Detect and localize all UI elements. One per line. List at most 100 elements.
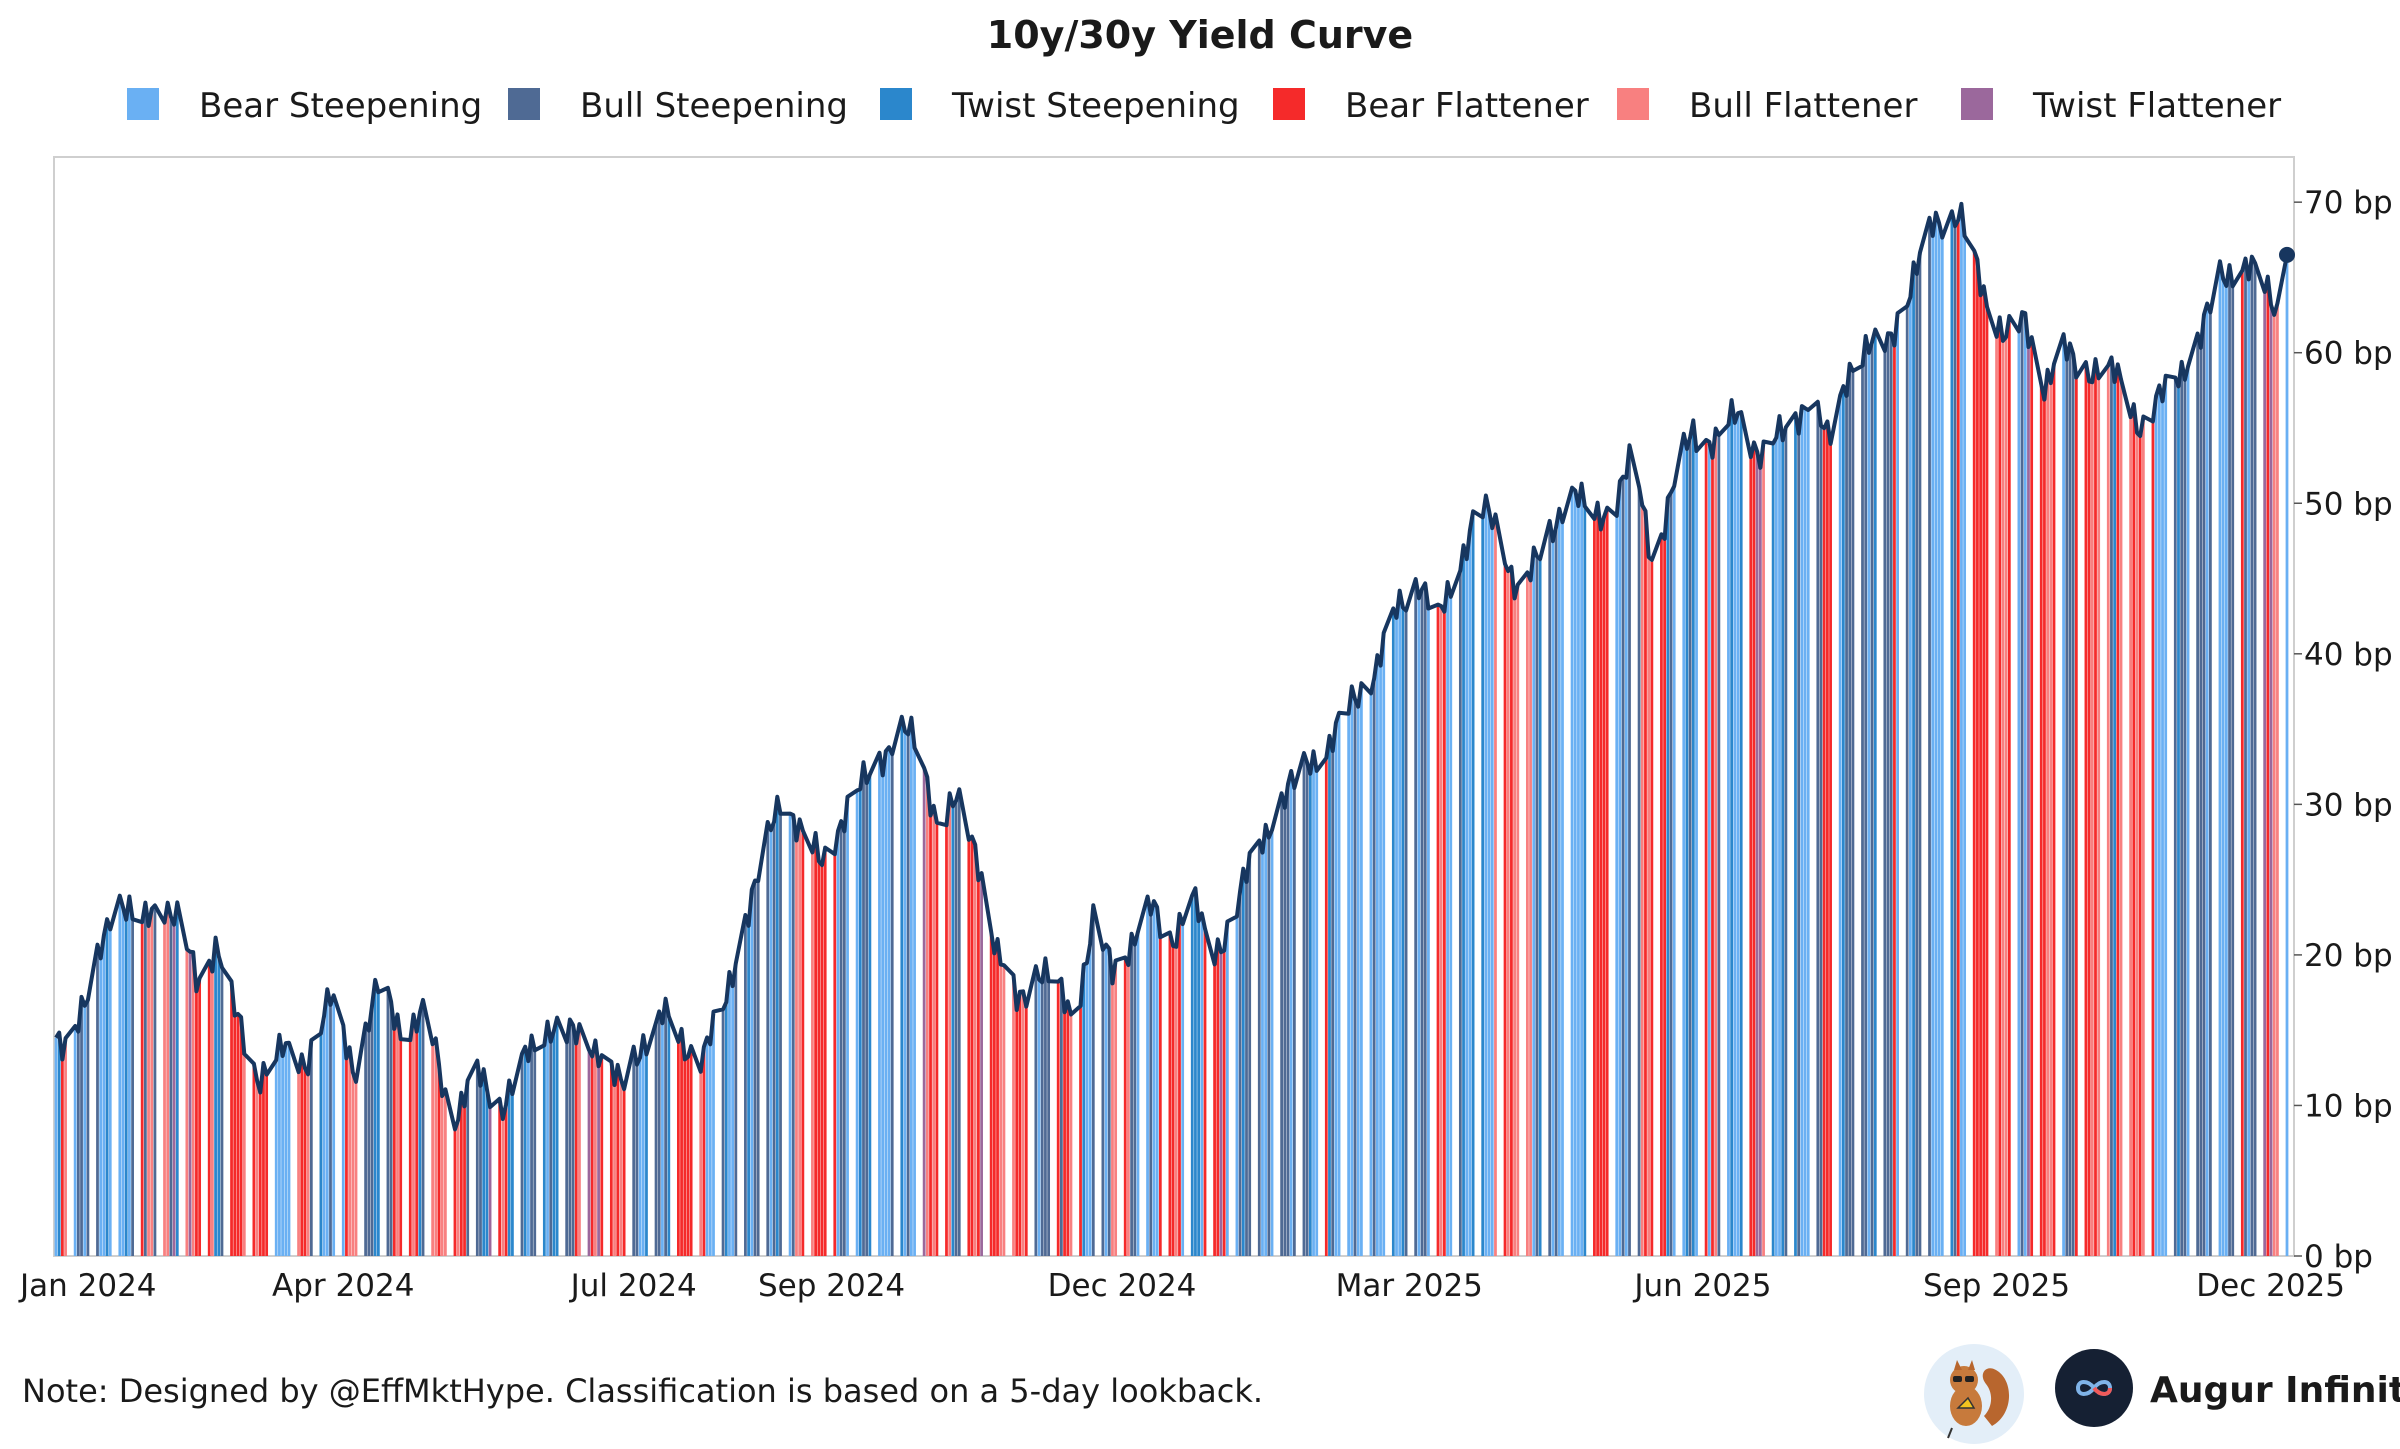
bar-bull_steep: [1845, 395, 1848, 1257]
bar-bear_steep: [1532, 547, 1536, 1256]
bar-bear_flat: [1650, 559, 1654, 1256]
bar-bear_steep: [1264, 824, 1268, 1256]
bar-bear_steep: [99, 958, 103, 1256]
bar-bear_steep: [1037, 979, 1041, 1256]
bar-twist_steep: [507, 1080, 511, 1256]
bar-bear_steep: [118, 895, 122, 1256]
bar-bull_flat: [613, 1084, 616, 1256]
bar-bear_steep: [708, 1044, 712, 1256]
y-tick-label: 60 bp: [2304, 336, 2393, 372]
bar-bear_flat: [801, 830, 805, 1256]
bar-bear_steep: [1235, 916, 1239, 1256]
bar-bull_steep: [1130, 933, 1133, 1256]
bar-twist_steep: [1391, 608, 1395, 1256]
bar-bull_steep: [744, 915, 747, 1256]
bar-bear_steep: [1806, 410, 1810, 1256]
bar-bear_flat: [392, 1028, 396, 1256]
x-tick-label: Sep 2025: [1923, 1268, 2070, 1304]
bar-twist_flat: [1758, 467, 1762, 1257]
bar-twist_steep: [1739, 412, 1743, 1256]
bar-bear_flat: [1985, 306, 1989, 1257]
chart-title: 10y/30y Yield Curve: [987, 13, 1413, 57]
bar-bull_steep: [466, 1080, 470, 1256]
x-tick-label: Jul 2024: [569, 1268, 697, 1304]
bar-bull_flat: [2004, 337, 2008, 1257]
bar-bear_steep: [1615, 515, 1619, 1256]
bar-bull_steep: [1040, 982, 1044, 1256]
bar-bear_flat: [989, 931, 993, 1256]
bar-bear_flat: [2087, 381, 2091, 1256]
bar-bear_steep: [284, 1043, 288, 1256]
bar-bear_flat: [303, 1068, 307, 1256]
bar-bull_flat: [925, 777, 929, 1256]
bar-bear_flat: [453, 1129, 457, 1256]
bar-twist_steep: [1194, 888, 1197, 1256]
bar-bull_steep: [1928, 217, 1931, 1256]
bar-bull_steep: [635, 1064, 639, 1256]
bar-bear_steep: [2221, 278, 2225, 1256]
bar-bull_flat: [795, 840, 798, 1256]
bar-bear_flat: [1596, 502, 1599, 1256]
bar-bull_steep: [530, 1035, 533, 1256]
bar-bull_steep: [1404, 610, 1408, 1256]
bar-bull_steep: [842, 831, 846, 1256]
bar-bear_flat: [1979, 295, 1982, 1257]
bar-bull_steep: [1548, 520, 1552, 1256]
bar-bear_flat: [1826, 421, 1829, 1256]
bar-twist_steep: [858, 789, 862, 1256]
y-tick-label: 30 bp: [2304, 787, 2393, 823]
bar-bear_steep: [1350, 686, 1354, 1256]
bar-bull_steep: [2231, 286, 2235, 1256]
bar-bull_flat: [2129, 417, 2132, 1256]
bar-bull_steep: [1918, 252, 1922, 1257]
bar-bull_flat: [150, 908, 154, 1256]
bar-bear_flat: [702, 1046, 706, 1256]
bar-bear_steep: [2154, 395, 2158, 1256]
bar-bull_steep: [1238, 891, 1242, 1256]
bar-twist_flat: [172, 924, 176, 1256]
bar-twist_steep: [523, 1046, 527, 1256]
y-tick-label: 50 bp: [2304, 486, 2393, 522]
legend-swatch-twist_steep: [880, 88, 912, 120]
bar-bull_steep: [1883, 350, 1887, 1256]
bar-bear_flat: [622, 1089, 626, 1256]
bar-bear_flat: [2094, 359, 2097, 1256]
bar-bull_steep: [1915, 273, 1919, 1256]
bar-bull_steep: [1414, 579, 1418, 1256]
bar-bull_steep: [753, 880, 757, 1256]
bar-bear_steep: [878, 752, 881, 1256]
bar-bull_steep: [1554, 527, 1558, 1256]
bar-bull_flat: [444, 1089, 447, 1256]
bar-bear_flat: [1063, 1012, 1066, 1256]
bar-bull_steep: [2196, 333, 2200, 1256]
bar-bear_steep: [913, 747, 916, 1256]
bar-bear_flat: [1976, 259, 1979, 1256]
bar-bear_steep: [1379, 665, 1382, 1256]
bar-bear_flat: [437, 1064, 441, 1256]
bar-bear_flat: [2074, 377, 2078, 1256]
bar-bull_steep: [2020, 312, 2024, 1256]
infinity-logo-icon: [2055, 1349, 2133, 1427]
bar-bear_steep: [1573, 490, 1577, 1256]
bar-bear_steep: [1733, 422, 1737, 1256]
bar-bull_steep: [479, 1085, 482, 1256]
bar-bear_flat: [2132, 404, 2136, 1256]
bar-bear_steep: [2224, 285, 2228, 1256]
bar-bull_flat: [1506, 571, 1510, 1256]
legend-label-bull_flat: Bull Flattener: [1689, 86, 1917, 126]
bar-bull_steep: [1060, 978, 1063, 1256]
bar-twist_steep: [1190, 895, 1194, 1256]
bar-bull_flat: [811, 852, 814, 1256]
bar-bull_steep: [772, 821, 776, 1256]
y-axis: 0 bp 10 bp 20 bp 30 bp 40 bp 50 bp 60 bp 70 bp: [2294, 185, 2393, 1275]
bar-bear_flat: [236, 1013, 240, 1256]
bar-bear_steep: [884, 751, 888, 1256]
bar-twist_steep: [900, 716, 904, 1256]
bar-twist_steep: [373, 979, 377, 1256]
bar-twist_steep: [1950, 211, 1954, 1256]
bar-bear_flat: [1660, 534, 1663, 1256]
bar-bear_flat: [207, 960, 211, 1256]
bar-bull_flat: [351, 1072, 355, 1256]
bar-bull_flat: [973, 844, 977, 1256]
bar-bear_flat: [252, 1063, 256, 1256]
